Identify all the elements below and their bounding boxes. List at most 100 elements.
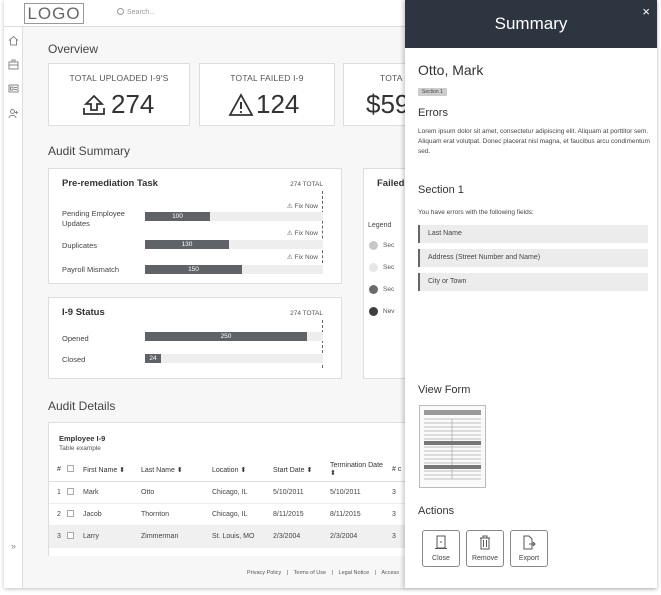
briefcase-icon[interactable]	[8, 59, 19, 70]
export-action-button[interactable]: Export	[510, 530, 548, 567]
close-action-button[interactable]: Close	[422, 530, 460, 567]
export-icon	[511, 535, 547, 553]
stat-card-failed: TOTAL FAILED I-9 124	[199, 63, 335, 126]
logo: LOGO	[24, 3, 84, 24]
error-field-address[interactable]: Address (Street Number and Name)	[418, 249, 648, 267]
pre-remediation-panel: Pre-remediation Task 274 TOTAL ⚠ Fix Now…	[48, 168, 342, 284]
bar-track: 250	[145, 332, 323, 341]
bar-payroll-mismatch[interactable]: 150	[145, 265, 242, 274]
bar-track: 150	[145, 265, 323, 274]
bar-opened[interactable]: 250	[145, 332, 307, 341]
bar-track: 100	[145, 212, 323, 221]
row-label: Payroll Mismatch	[62, 265, 120, 274]
form-thumbnail[interactable]	[419, 405, 486, 488]
expand-sidebar-button[interactable]: »	[10, 541, 16, 551]
row-checkbox-cell[interactable]	[63, 503, 79, 526]
cell-count: 3	[388, 503, 409, 526]
remove-action-button[interactable]: Remove	[466, 530, 504, 567]
warning-icon	[228, 92, 254, 116]
bar-track: 24	[145, 354, 323, 363]
error-field-last-name[interactable]: Last Name	[418, 225, 648, 243]
door-icon	[423, 535, 459, 553]
cell-start-date: 5/10/2011	[269, 481, 326, 504]
upload-icon	[83, 94, 105, 115]
col-header-select[interactable]	[63, 459, 79, 482]
bar-duplicates[interactable]: 130	[145, 240, 229, 249]
table-subtitle: Table example	[59, 445, 101, 452]
table-row[interactable]: 2 Jacob Thornton Chicago, IL 8/11/2015 8…	[49, 503, 409, 526]
select-all-checkbox[interactable]	[67, 465, 74, 473]
col-header: # c	[388, 459, 409, 482]
row-checkbox-cell[interactable]	[63, 481, 79, 504]
col-header[interactable]: First Name ⬍	[79, 459, 137, 482]
legend-label: Sec	[383, 242, 395, 249]
cell-last-name: Zimmerman	[137, 525, 208, 548]
cell-count: 3	[388, 481, 409, 504]
close-icon[interactable]: ×	[642, 4, 650, 19]
cell-location: St. Louis, MO	[208, 525, 269, 548]
accessibility-link[interactable]: Access	[381, 570, 400, 576]
table-row[interactable]: 1 Mark Otto Chicago, IL 5/10/2011 5/10/2…	[49, 481, 409, 504]
cell-count: 3	[388, 525, 409, 548]
error-field-city[interactable]: City or Town	[418, 273, 648, 291]
i9-status-panel: I-9 Status 274 TOTAL Opened 250 Closed 2…	[48, 297, 342, 379]
search-input[interactable]: Search...	[117, 8, 155, 16]
col-header[interactable]: Start Date ⬍	[269, 459, 326, 482]
col-header[interactable]: Last Name ⬍	[137, 459, 208, 482]
total-marker	[322, 191, 323, 273]
bar-closed[interactable]: 24	[145, 354, 161, 363]
privacy-policy-link[interactable]: Privacy Policy	[247, 570, 282, 576]
drawer-title: Summary	[494, 14, 568, 33]
panel-total: 274 TOTAL	[290, 310, 323, 317]
legend-dot	[369, 241, 378, 250]
drawer-header: Summary ×	[405, 0, 657, 48]
legend-title: Legend	[368, 222, 392, 229]
table-row[interactable]: 3 Larry Zimmerman St. Louis, MO 2/3/2004…	[49, 525, 409, 548]
search-placeholder: Search...	[127, 9, 156, 16]
stat-value: $59	[366, 89, 410, 119]
table-title: Employee I-9	[59, 434, 106, 443]
row-checkbox-cell[interactable]	[63, 525, 79, 548]
cell-last-name: Otto	[137, 481, 208, 504]
cell-termination-date: 5/10/2011	[326, 481, 388, 504]
employee-table: # First Name ⬍ Last Name ⬍ Location ⬍ St…	[49, 459, 409, 548]
cell-index: 1	[49, 481, 63, 504]
main-content: Overview TOTAL UPLOADED I-9'S 274 TOTAL …	[23, 27, 657, 588]
cell-location: Chicago, IL	[208, 503, 269, 526]
id-card-icon[interactable]	[8, 83, 19, 94]
actions-title: Actions	[418, 505, 455, 517]
footer-separator: |	[331, 570, 334, 576]
terms-of-use-link[interactable]: Terms of Use	[293, 570, 327, 576]
row-checkbox[interactable]	[67, 487, 74, 495]
search-icon	[117, 8, 124, 15]
overview-title: Overview	[48, 42, 99, 56]
home-icon[interactable]	[8, 35, 19, 46]
row-label: Pending Employee Updates	[62, 209, 125, 228]
bar-pending-updates[interactable]: 100	[145, 212, 210, 221]
audit-summary-title: Audit Summary	[48, 144, 131, 158]
employee-table-card: Employee I-9 Table example # First Name …	[48, 422, 423, 557]
errors-title: Errors	[418, 107, 448, 119]
stat-label: TOTAL UPLOADED I-9'S	[69, 73, 169, 83]
row-checkbox[interactable]	[67, 509, 74, 517]
user-add-icon[interactable]	[8, 108, 19, 119]
section-badge: Section 1	[418, 88, 447, 96]
view-form-title: View Form	[418, 384, 471, 396]
row-checkbox[interactable]	[67, 531, 74, 539]
legend-label: Sec	[383, 286, 395, 293]
section-title: Section 1	[418, 184, 464, 196]
col-header[interactable]: Termination Date ⬍	[326, 459, 388, 482]
section-text: You have errors with the following field…	[418, 209, 534, 216]
table-header-row: # First Name ⬍ Last Name ⬍ Location ⬍ St…	[49, 459, 409, 482]
cell-termination-date: 8/11/2015	[326, 503, 388, 526]
legal-notice-link[interactable]: Legal Notice	[338, 570, 370, 576]
col-header[interactable]: Location ⬍	[208, 459, 269, 482]
fix-now-link[interactable]: ⚠ Fix Now	[286, 230, 318, 237]
legend-label: Nev	[383, 308, 395, 315]
employee-name: Otto, Mark	[418, 62, 484, 78]
panel-total: 274 TOTAL	[290, 181, 323, 188]
fix-now-link[interactable]: ⚠ Fix Now	[286, 254, 318, 261]
fix-now-link[interactable]: ⚠ Fix Now	[286, 203, 318, 210]
cell-location: Chicago, IL	[208, 481, 269, 504]
summary-drawer: Summary × Otto, Mark Section 1 Errors Lo…	[405, 0, 657, 588]
